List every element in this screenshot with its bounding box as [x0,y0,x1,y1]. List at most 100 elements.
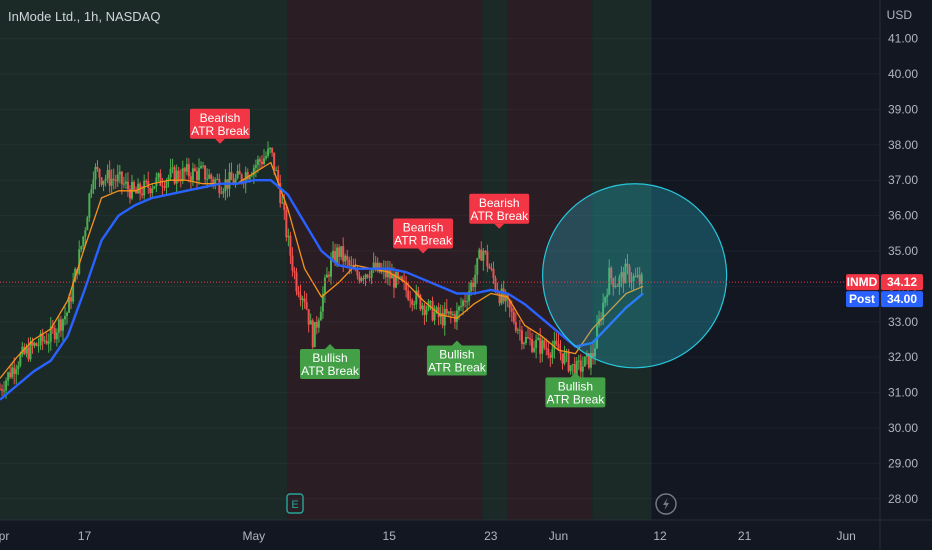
candle-body [220,193,223,195]
candle-body [374,262,377,271]
candle-body [437,307,440,317]
candle-body [535,339,538,349]
candle-body [527,337,529,339]
candle-body [35,343,38,346]
candle-body [5,380,8,391]
candle-body [289,235,292,256]
candle-body [45,340,48,344]
candle-body [388,270,391,279]
candle-body [583,356,586,367]
signal-line2: ATR Break [191,124,250,138]
candle-body [204,165,207,180]
candle-body [323,277,326,294]
candle-body [88,193,91,218]
candle-body [571,364,574,366]
candle-body [512,311,515,323]
candle-body [141,193,144,196]
candle-body [415,290,418,305]
candle-body [423,305,426,315]
signal-pointer [451,340,462,346]
candle-body [443,308,446,326]
candle-body [165,180,168,188]
candle-body [577,360,580,362]
candle-body [307,309,310,325]
y-tick-label: 33.00 [888,315,918,329]
candle-body [594,348,597,357]
candle-body [358,275,361,281]
candle-body [478,249,481,259]
candle-body [411,300,414,305]
candle-body [336,247,339,263]
candle-body [557,343,560,350]
candle-body [295,272,298,292]
candle-body [472,282,475,288]
candle-body [533,348,536,352]
candle-body [640,274,643,284]
candle-body [401,276,404,281]
candle-body [626,263,629,267]
candle-body [561,353,564,364]
candle-body [559,349,562,354]
candle-body [224,179,227,192]
candle-body [112,178,115,181]
candle-body [232,179,235,185]
candle-body [340,246,343,257]
price-tag-label: INMD [847,275,878,289]
candle-body [39,333,42,346]
candle-body [189,176,192,181]
candle-body [490,268,493,270]
earnings-icon[interactable]: E [286,493,304,514]
candle-body [376,262,379,271]
moving-averages [0,161,644,401]
candle-body [346,255,349,260]
candle-body [285,210,288,238]
candle-body [55,332,58,340]
candle-body [348,259,351,266]
candle-body [279,183,282,204]
candle-body [563,352,566,364]
candle-body [218,178,221,194]
candle-body [222,191,225,194]
candle-body [13,367,16,375]
price-tag-value-box [881,274,923,291]
y-tick-label: 40.00 [888,67,918,81]
candle-body [301,298,304,300]
candle-body [608,267,611,295]
y-tick-label: 37.00 [888,173,918,187]
signal-line2: ATR Break [301,364,360,378]
candle-body [277,170,280,184]
candle-body [37,345,40,347]
candle-body [68,296,71,313]
candle-body [252,167,255,176]
signal-line2: ATR Break [394,234,453,248]
candle-body [159,173,162,186]
price-tag-label-box [846,274,879,291]
candle-body [137,183,140,194]
zone-bull [592,0,652,520]
signal-line2: ATR Break [470,209,529,223]
candle-body [25,347,28,354]
signal-box [190,108,250,139]
candle-body [157,173,160,178]
candle-body [275,170,278,172]
fast-ma-line [0,161,644,379]
x-tick-label: 23 [484,529,498,543]
candle-body [455,310,458,323]
candle-body [344,255,347,262]
zone-bull [0,0,288,520]
candle-body [11,367,14,378]
candle-body [29,341,32,360]
candle-body [616,285,619,287]
candle-body [482,251,485,261]
candle-body [327,274,330,277]
candle-body [287,235,290,238]
signal-box [426,345,487,376]
candle-body [246,172,249,180]
lightning-icon[interactable] [655,493,677,515]
